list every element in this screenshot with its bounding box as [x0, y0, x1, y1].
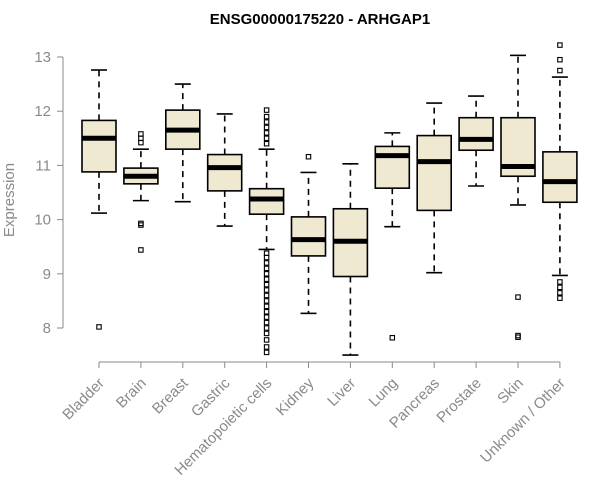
outlier-point	[138, 135, 144, 142]
outlier-point	[557, 290, 563, 296]
outlier-point	[263, 349, 270, 356]
outlier-point	[557, 56, 563, 63]
outlier-point	[263, 325, 270, 331]
iqr-box	[81, 119, 117, 173]
outlier-point	[96, 324, 102, 330]
x-tick-label: Liver	[324, 375, 359, 410]
outlier-point	[138, 222, 144, 228]
outlier-point	[263, 260, 270, 266]
outlier-point	[557, 284, 563, 291]
outlier-point	[263, 281, 270, 288]
x-tick-label: Skin	[494, 375, 527, 408]
outlier-point	[138, 139, 144, 146]
iqr-box	[374, 145, 411, 189]
outlier-point	[263, 330, 270, 337]
x-tick-label: Prostate	[433, 375, 485, 427]
outlier-point	[263, 276, 270, 282]
outlier-point	[263, 119, 270, 125]
box-group	[374, 132, 411, 341]
outlier-point	[263, 344, 270, 350]
box-group	[458, 95, 494, 187]
x-tick-label: Lung	[366, 375, 402, 411]
iqr-box	[542, 151, 578, 204]
outlier-point	[515, 294, 521, 300]
outlier-point	[557, 295, 563, 301]
outlier-point	[263, 319, 270, 326]
box-group	[332, 162, 369, 356]
outlier-point	[263, 107, 270, 113]
outlier-point	[263, 287, 270, 293]
outlier-point	[557, 42, 563, 48]
outlier-point	[138, 131, 144, 137]
outlier-point	[515, 332, 521, 339]
outlier-point	[263, 271, 270, 277]
y-tick-label: 8	[43, 320, 51, 337]
y-axis-label: Expression	[1, 163, 18, 237]
x-tick-label: Kidney	[273, 374, 318, 419]
iqr-box	[458, 116, 494, 152]
outlier-point	[263, 314, 270, 320]
outlier-point	[263, 298, 270, 304]
outlier-point	[263, 124, 270, 131]
outlier-point	[389, 335, 396, 341]
y-tick-label: 12	[34, 103, 51, 120]
outlier-point	[557, 67, 563, 74]
outlier-point	[138, 220, 144, 227]
chart-title: ENSG00000175220 - ARHGAP1	[210, 11, 430, 28]
outlier-point	[263, 135, 270, 142]
outlier-point	[263, 308, 270, 315]
outlier-point	[263, 113, 270, 120]
box-group	[500, 54, 536, 340]
x-tick-label: Breast	[149, 374, 192, 417]
y-tick-label: 10	[34, 212, 51, 229]
box-group	[123, 131, 159, 253]
y-tick-label: 11	[35, 157, 51, 174]
outlier-point	[557, 279, 563, 285]
iqr-box	[290, 216, 327, 257]
outlier-point	[263, 140, 270, 147]
box-group	[290, 153, 327, 315]
box-group	[248, 107, 285, 356]
outlier-point	[263, 250, 270, 256]
outlier-point	[263, 265, 270, 272]
box-group	[206, 113, 243, 227]
outlier-point	[515, 334, 521, 340]
outlier-point	[263, 130, 270, 136]
iqr-box	[416, 134, 453, 212]
box-group	[81, 69, 117, 330]
box-group	[165, 83, 201, 203]
iqr-box	[206, 153, 243, 192]
outlier-point	[263, 337, 270, 343]
plot-area	[81, 42, 578, 356]
box-group	[416, 102, 453, 274]
outlier-point	[138, 247, 144, 253]
outlier-point	[263, 292, 270, 299]
outlier-point	[263, 254, 270, 261]
x-tick-label: Brain	[113, 375, 150, 412]
outlier-point	[305, 153, 312, 160]
y-tick-label: 9	[43, 266, 51, 283]
outlier-point	[263, 303, 270, 310]
y-tick-label: 13	[34, 49, 51, 66]
box-group	[542, 42, 578, 301]
x-tick-label: Bladder	[59, 375, 108, 424]
